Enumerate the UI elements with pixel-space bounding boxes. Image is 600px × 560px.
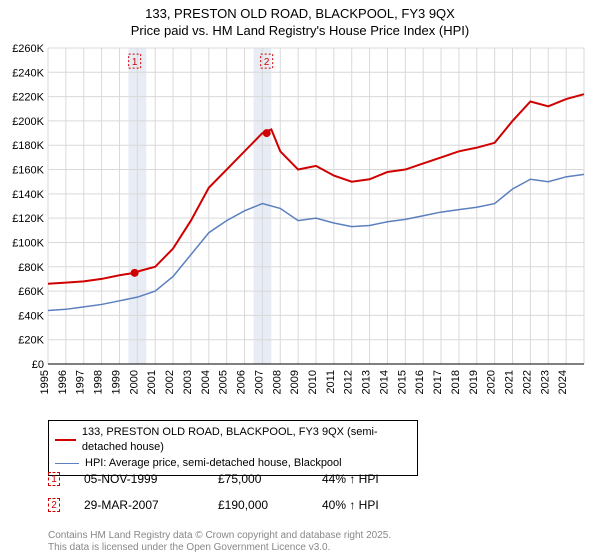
svg-text:2004: 2004 [200,370,212,394]
svg-text:2003: 2003 [182,370,194,394]
svg-text:£80K: £80K [18,262,44,274]
svg-text:£120K: £120K [12,213,44,225]
legend-label-1: 133, PRESTON OLD ROAD, BLACKPOOL, FY3 9Q… [82,425,411,456]
svg-text:£100K: £100K [12,237,44,249]
chart-area: £0£20K£40K£60K£80K£100K£120K£140K£160K£1… [48,44,588,414]
event-marker-2: 2 [48,498,60,512]
svg-text:2001: 2001 [146,370,158,394]
svg-text:2006: 2006 [236,370,248,394]
svg-text:£60K: £60K [18,286,44,298]
event-date-1: 05-NOV-1999 [84,472,194,486]
svg-text:1: 1 [132,57,138,68]
svg-text:2021: 2021 [504,370,516,394]
svg-text:2008: 2008 [271,370,283,394]
title-line1: 133, PRESTON OLD ROAD, BLACKPOOL, FY3 9Q… [0,6,600,23]
svg-text:1997: 1997 [75,370,87,394]
event-price-2: £190,000 [218,498,298,512]
legend-swatch-1 [55,439,76,441]
svg-text:1996: 1996 [57,370,69,394]
svg-text:2013: 2013 [361,370,373,394]
svg-text:2015: 2015 [396,370,408,394]
svg-text:2014: 2014 [378,370,390,394]
legend-swatch-2 [55,463,79,464]
chart-svg: £0£20K£40K£60K£80K£100K£120K£140K£160K£1… [48,44,588,414]
svg-text:2022: 2022 [521,370,533,394]
svg-text:£200K: £200K [12,116,44,128]
svg-text:2016: 2016 [414,370,426,394]
credit-line1: Contains HM Land Registry data © Crown c… [48,530,391,542]
svg-text:£240K: £240K [12,67,44,79]
svg-text:2007: 2007 [253,370,265,394]
event-row-2: 2 29-MAR-2007 £190,000 40% ↑ HPI [48,492,568,518]
svg-text:1999: 1999 [110,370,122,394]
credit-line2: This data is licensed under the Open Gov… [48,542,391,554]
event-row-1: 1 05-NOV-1999 £75,000 44% ↑ HPI [48,466,568,492]
title-block: 133, PRESTON OLD ROAD, BLACKPOOL, FY3 9Q… [0,0,600,40]
svg-text:2011: 2011 [325,370,337,394]
svg-text:2000: 2000 [128,370,140,394]
svg-text:2010: 2010 [307,370,319,394]
svg-text:£140K: £140K [12,189,44,201]
svg-text:2009: 2009 [289,370,301,394]
svg-text:2023: 2023 [539,370,551,394]
svg-text:£160K: £160K [12,165,44,177]
event-rows: 1 05-NOV-1999 £75,000 44% ↑ HPI 2 29-MAR… [48,466,568,518]
svg-text:2020: 2020 [486,370,498,394]
svg-text:2: 2 [264,57,270,68]
svg-text:2012: 2012 [343,370,355,394]
svg-text:2017: 2017 [432,370,444,394]
svg-text:1995: 1995 [39,370,51,394]
svg-text:£0: £0 [32,359,44,371]
event-date-2: 29-MAR-2007 [84,498,194,512]
title-line2: Price paid vs. HM Land Registry's House … [0,23,600,40]
credit-block: Contains HM Land Registry data © Crown c… [48,530,391,554]
svg-text:2018: 2018 [450,370,462,394]
svg-text:2019: 2019 [468,370,480,394]
svg-text:£40K: £40K [18,310,44,322]
event-price-1: £75,000 [218,472,298,486]
svg-text:2002: 2002 [164,370,176,394]
svg-text:£220K: £220K [12,92,44,104]
event-hpi-1: 44% ↑ HPI [322,472,432,486]
svg-text:2005: 2005 [218,370,230,394]
chart-figure: 133, PRESTON OLD ROAD, BLACKPOOL, FY3 9Q… [0,0,600,560]
legend-item-1: 133, PRESTON OLD ROAD, BLACKPOOL, FY3 9Q… [55,425,411,456]
event-marker-1: 1 [48,472,60,486]
svg-text:£260K: £260K [12,43,44,55]
event-hpi-2: 40% ↑ HPI [322,498,432,512]
svg-text:1998: 1998 [93,370,105,394]
svg-text:£20K: £20K [18,335,44,347]
svg-text:£180K: £180K [12,140,44,152]
svg-text:2024: 2024 [557,370,569,394]
